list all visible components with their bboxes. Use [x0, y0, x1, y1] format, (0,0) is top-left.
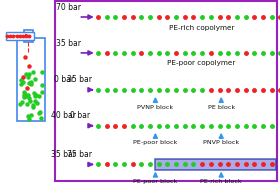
Text: PE-poor block: PE-poor block — [133, 179, 178, 184]
Text: PE-poor block: PE-poor block — [133, 140, 178, 145]
Bar — [24, 30, 33, 42]
Bar — [155, 159, 276, 170]
Text: 75 bar: 75 bar — [67, 150, 92, 159]
Text: PNVP block: PNVP block — [203, 140, 239, 145]
Text: 35 bar: 35 bar — [56, 39, 81, 48]
Text: 0 bar: 0 bar — [70, 111, 90, 120]
Text: PVNP block: PVNP block — [137, 105, 174, 109]
Text: 0 bar: 0 bar — [54, 75, 74, 84]
Bar — [17, 38, 45, 121]
Text: PE-rich copolymer: PE-rich copolymer — [169, 25, 234, 31]
Text: PE-poor copolymer: PE-poor copolymer — [167, 60, 236, 67]
Bar — [6, 32, 34, 40]
Text: PE-rich block: PE-rich block — [200, 179, 242, 184]
Text: 35 bar: 35 bar — [51, 150, 76, 159]
Text: 40 bar: 40 bar — [51, 111, 76, 120]
Text: PE block: PE block — [208, 105, 235, 109]
Text: 70 bar: 70 bar — [56, 3, 81, 12]
Text: 35 bar: 35 bar — [67, 75, 92, 84]
Bar — [55, 1, 277, 181]
